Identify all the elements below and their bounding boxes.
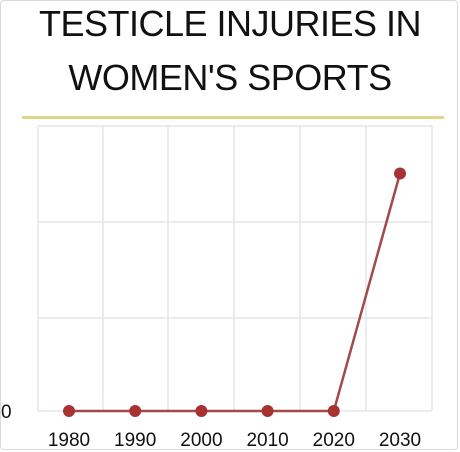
x-tick-label-2010: 2010 — [246, 430, 288, 451]
data-point-2030 — [394, 167, 406, 180]
y-tick-label-0: 0 — [1, 402, 12, 423]
x-tick-label-1990: 1990 — [114, 430, 156, 451]
x-tick-label-2020: 2020 — [313, 430, 355, 451]
x-tick-label-2030: 2030 — [379, 430, 421, 451]
chart-title-line-1: TESTICLE INJURIES IN — [38, 3, 422, 44]
chart-title-line-2: WOMEN'S SPORTS — [68, 57, 392, 98]
data-point-2010 — [261, 405, 274, 417]
data-point-1980 — [63, 405, 75, 417]
data-point-2020 — [327, 405, 340, 417]
data-point-2000 — [195, 405, 208, 417]
series-line-group — [69, 173, 402, 413]
series-line — [69, 173, 402, 413]
data-point-1990 — [129, 405, 142, 417]
x-tick-label-1980: 1980 — [48, 430, 90, 451]
y-axis-tick-labels: 0 — [1, 402, 12, 423]
x-tick-label-2000: 2000 — [180, 430, 222, 451]
series-markers — [63, 167, 406, 417]
x-axis-tick-labels: 1980 1990 2000 2010 2020 2030 — [48, 430, 421, 451]
title-underline — [22, 116, 444, 119]
